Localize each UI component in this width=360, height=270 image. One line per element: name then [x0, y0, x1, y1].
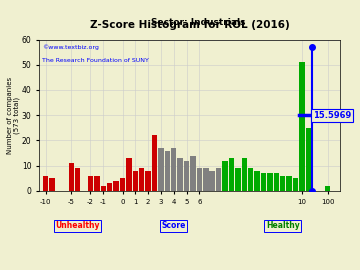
Bar [152, 135, 157, 191]
Bar [126, 158, 132, 191]
Bar [229, 158, 234, 191]
Bar [171, 148, 176, 191]
Bar [100, 186, 106, 191]
Bar [242, 158, 247, 191]
Text: Healthy: Healthy [266, 221, 300, 230]
Bar [113, 181, 119, 191]
Bar [120, 178, 125, 191]
Title: Z-Score Histogram for ROL (2016): Z-Score Histogram for ROL (2016) [90, 21, 290, 31]
Bar [177, 158, 183, 191]
Bar [165, 150, 170, 191]
Bar [190, 156, 196, 191]
Text: The Research Foundation of SUNY: The Research Foundation of SUNY [42, 58, 149, 63]
Bar [293, 178, 298, 191]
Bar [197, 168, 202, 191]
Bar [261, 173, 266, 191]
Bar [299, 62, 305, 191]
Text: ©www.textbiz.org: ©www.textbiz.org [42, 44, 99, 50]
Bar [203, 168, 208, 191]
Text: Sector: Industrials: Sector: Industrials [151, 18, 245, 27]
Bar [49, 178, 55, 191]
Bar [210, 171, 215, 191]
Bar [216, 168, 221, 191]
Bar [139, 168, 144, 191]
Bar [280, 176, 285, 191]
Text: 15.5969: 15.5969 [313, 111, 351, 120]
Bar [68, 163, 74, 191]
Bar [107, 183, 112, 191]
Text: Unhealthy: Unhealthy [55, 221, 100, 230]
Bar [222, 161, 228, 191]
Bar [286, 176, 292, 191]
Bar [43, 176, 48, 191]
Bar [274, 173, 279, 191]
Bar [248, 168, 253, 191]
Bar [325, 186, 330, 191]
Bar [306, 128, 311, 191]
Bar [88, 176, 93, 191]
Bar [235, 168, 240, 191]
Bar [254, 171, 260, 191]
Text: Score: Score [162, 221, 186, 230]
Y-axis label: Number of companies
(573 total): Number of companies (573 total) [7, 77, 21, 154]
Bar [158, 148, 164, 191]
Bar [94, 176, 100, 191]
Bar [75, 168, 80, 191]
Bar [132, 171, 138, 191]
Bar [184, 161, 189, 191]
Bar [267, 173, 273, 191]
Bar [145, 171, 151, 191]
